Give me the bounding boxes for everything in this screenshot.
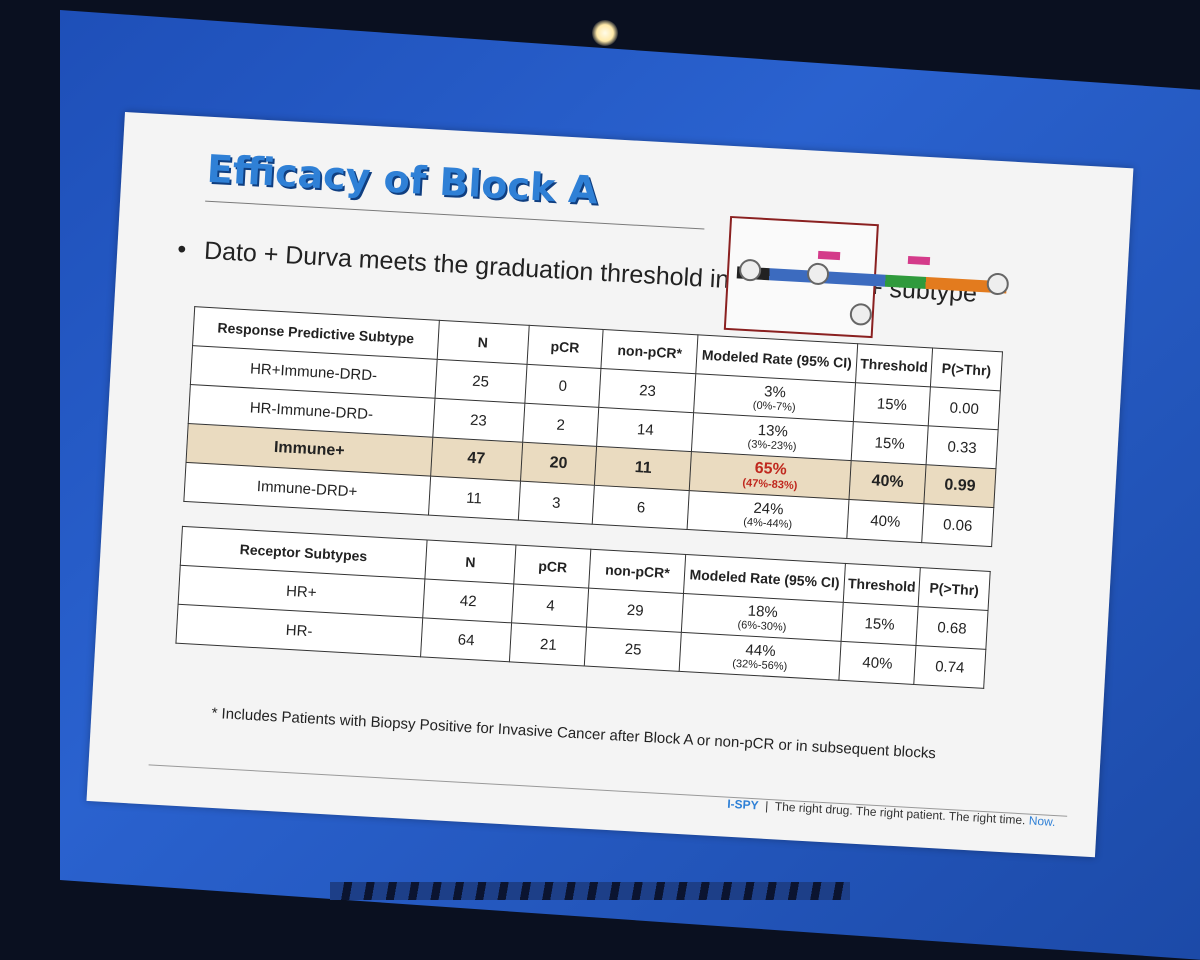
pcr-cell: 0 [524,364,602,408]
n-cell: 64 [420,617,513,662]
column-header: Threshold [855,343,933,387]
rate-value: 13% [757,421,789,440]
spotlight [592,20,618,46]
threshold-cell: 15% [851,421,929,465]
column-header: non-pCR* [589,549,686,594]
column-header: non-pCR* [601,329,699,374]
receptor-subtype-table: Receptor Subtypes N pCR non-pCR* Modeled… [175,525,991,689]
footnote: * Includes Patients with Biopsy Positive… [211,704,937,763]
column-header: N [424,540,517,584]
slide-footer: I-SPY | The right drug. The right patien… [727,797,1056,829]
threshold-cell: 40% [838,641,916,685]
probability-cell: 0.06 [921,503,994,547]
probability-cell: 0.74 [913,645,986,689]
rate-value: 44% [745,640,777,660]
n-cell: 42 [422,578,515,623]
presentation-slide: Efficacy of Block A • Dato + Durva meets … [86,112,1134,858]
threshold-cell: 40% [849,460,927,504]
threshold-cell: 40% [846,499,924,543]
rate-value: 3% [763,382,787,401]
nonpcr-cell: 6 [592,485,690,530]
rate-cell: 24% (4%-44%) [687,490,850,539]
title-divider [205,200,705,230]
pcr-cell: 21 [509,622,587,667]
rate-value: 24% [753,499,784,518]
footer-now: Now. [1028,813,1056,830]
nonpcr-cell: 25 [584,627,682,672]
nonpcr-cell: 29 [586,588,684,633]
rate-value: 18% [747,602,779,621]
nonpcr-cell: 14 [596,407,694,452]
nonpcr-cell: 23 [599,368,697,413]
pcr-cell: 3 [517,481,595,525]
n-cell: 25 [434,359,527,404]
n-cell: 11 [428,476,521,521]
column-header: Threshold [843,563,921,607]
rate-value: 65% [754,459,788,479]
pcr-cell: 2 [522,403,600,447]
footer-tagline: The right drug. The right patient. The r… [774,799,1026,828]
column-header: P(>Thr) [918,567,991,611]
column-header: pCR [514,545,592,589]
column-header: N [436,320,529,365]
pcr-cell: 20 [520,442,597,486]
pcr-cell: 4 [512,583,590,628]
brand-label: I-SPY [726,796,760,813]
footer-separator: | [764,798,769,813]
column-header: pCR [526,325,604,369]
flow-badge [817,250,841,261]
column-header: P(>Thr) [930,347,1003,391]
threshold-cell: 15% [841,602,919,646]
n-cell: 23 [432,398,525,443]
probability-cell: 0.99 [923,464,996,508]
rate-cell: 44% (32%-56%) [679,632,842,681]
probability-cell: 0.33 [926,425,999,469]
threshold-cell: 15% [853,382,931,426]
probability-cell: 0.00 [928,386,1001,430]
nonpcr-cell: 11 [594,446,692,491]
slide-title: Efficacy of Block A [205,146,600,213]
flow-badge [907,255,931,266]
n-cell: 47 [430,437,523,482]
probability-cell: 0.68 [915,606,989,650]
response-subtype-table: Response Predictive Subtype N pCR non-pC… [183,306,1004,548]
screen-stand [330,882,850,900]
bullet-icon: • [176,235,187,264]
